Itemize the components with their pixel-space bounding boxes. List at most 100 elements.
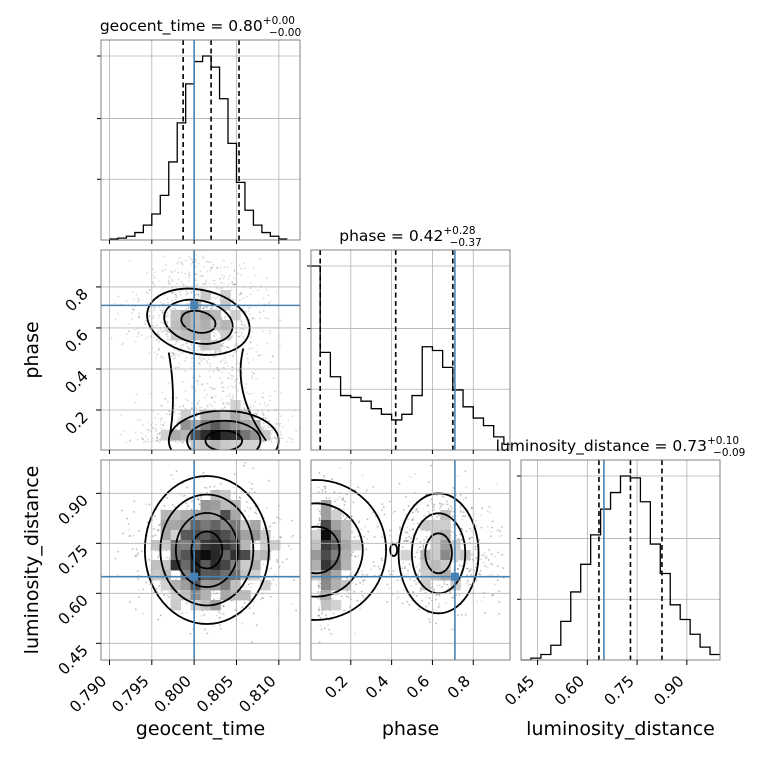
sample-point	[197, 361, 200, 364]
sample-point	[161, 311, 164, 314]
sample-point	[252, 405, 255, 408]
sample-point	[252, 358, 255, 361]
sample-point	[208, 282, 211, 285]
sample-point	[250, 586, 253, 589]
sample-point	[257, 289, 260, 292]
sample-point	[166, 412, 168, 415]
density-cell	[240, 440, 251, 450]
sample-point	[178, 418, 181, 421]
sample-point	[272, 536, 275, 538]
sample-point	[230, 336, 233, 339]
sample-point	[143, 441, 145, 444]
sample-point	[147, 292, 149, 294]
sample-point	[221, 348, 224, 351]
sample-point	[191, 376, 194, 379]
sample-point	[214, 350, 217, 352]
sample-point	[168, 413, 171, 416]
sample-point	[280, 433, 282, 436]
sample-point	[146, 336, 149, 339]
sample-point	[276, 516, 278, 519]
sample-point	[233, 344, 236, 347]
sample-point	[241, 606, 244, 609]
sample-point	[219, 624, 221, 627]
sample-point	[237, 369, 239, 372]
sample-point	[179, 440, 182, 443]
histogram-luminosity_distance	[521, 475, 720, 661]
sample-point	[144, 338, 147, 341]
sample-point	[232, 307, 234, 310]
sample-point	[228, 402, 231, 405]
sample-point	[249, 406, 252, 409]
sample-point	[200, 287, 203, 290]
sample-point	[140, 437, 143, 440]
sample-point	[162, 312, 164, 315]
sample-point	[243, 324, 246, 327]
sample-point	[270, 567, 273, 569]
sample-point	[231, 366, 234, 369]
sample-point	[219, 277, 221, 280]
sample-point	[280, 536, 282, 539]
sample-point	[183, 494, 186, 497]
sample-point	[202, 472, 205, 474]
panel-title-main: phase = 0.42	[339, 227, 443, 245]
sample-point	[165, 333, 168, 336]
sample-point	[174, 367, 177, 369]
sample-point	[182, 440, 185, 443]
sample-point	[159, 417, 162, 420]
sample-point	[198, 362, 201, 365]
sample-point	[219, 266, 222, 269]
sample-point	[285, 440, 288, 443]
density-cell	[170, 430, 181, 441]
sample-point	[209, 307, 212, 310]
sample-point	[185, 497, 188, 499]
density-cell	[190, 330, 201, 341]
sample-point	[181, 495, 184, 498]
sample-point	[268, 569, 271, 571]
sample-point	[260, 428, 263, 430]
sample-point	[144, 435, 147, 438]
sample-point	[222, 259, 225, 262]
sample-point	[165, 333, 168, 336]
sample-point	[158, 280, 160, 283]
sample-point	[212, 598, 215, 601]
sample-point	[157, 439, 159, 442]
sample-point	[191, 259, 194, 261]
sample-point	[271, 355, 274, 358]
sample-point	[200, 496, 202, 498]
sample-point	[177, 278, 180, 281]
sample-point	[273, 521, 276, 524]
sample-point	[122, 429, 125, 432]
sample-point	[198, 262, 200, 265]
sample-point	[125, 441, 128, 444]
sample-point	[202, 350, 205, 352]
density-cell	[180, 410, 191, 421]
sample-point	[245, 383, 248, 385]
sample-point	[154, 306, 156, 309]
sample-point	[204, 486, 206, 489]
sample-point	[145, 581, 148, 584]
sample-point	[252, 467, 255, 470]
sample-point	[160, 423, 162, 426]
sample-point	[222, 359, 225, 362]
sample-point	[160, 404, 163, 407]
panel-title-geocent_time: geocent_time = 0.80+0.00 −0.00	[100, 15, 301, 39]
sample-point	[209, 365, 211, 368]
sample-point	[210, 266, 213, 269]
sample-point	[212, 305, 214, 308]
sample-point	[177, 441, 179, 444]
sample-point	[271, 437, 274, 440]
sample-point	[166, 312, 169, 314]
sample-point	[221, 401, 224, 404]
sample-point	[204, 486, 206, 489]
sample-point	[154, 427, 157, 430]
sample-point	[158, 305, 161, 308]
sample-point	[231, 281, 234, 284]
sample-point	[221, 287, 224, 289]
sample-point	[228, 395, 231, 398]
sample-point	[157, 618, 160, 621]
sample-point	[262, 563, 265, 566]
sample-point	[206, 405, 209, 408]
sample-point	[145, 581, 148, 584]
sample-point	[153, 336, 155, 339]
sample-point	[160, 328, 162, 331]
